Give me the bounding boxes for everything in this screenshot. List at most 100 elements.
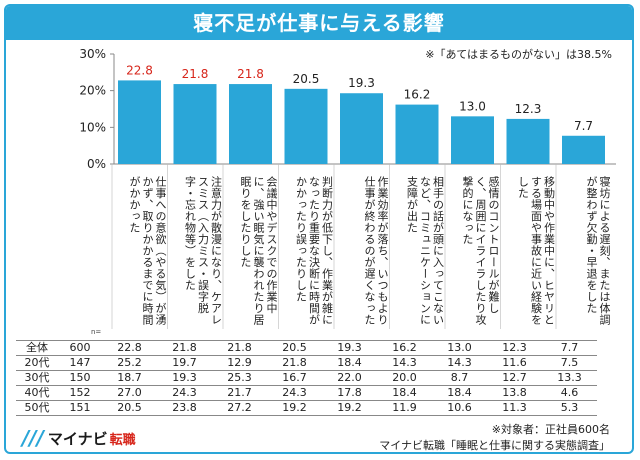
category-label: 会議中やデスクでの作業中に、強い眠気に襲われたり居眠りをしたりした xyxy=(239,176,278,326)
logo: /// マイナビ 転職 xyxy=(22,426,136,450)
table-row: 40代 152 27.0 24.3 21.7 24.3 17.8 18.4 18.4 13.8 4.… xyxy=(16,385,597,401)
bar-value-label: 19.3 xyxy=(348,76,375,90)
table-cell: 16.2 xyxy=(377,340,432,356)
row-n: 152 xyxy=(58,385,102,401)
table-cell: 18.4 xyxy=(432,385,487,401)
table-cell: 24.3 xyxy=(267,385,322,401)
bar-value-label: 20.5 xyxy=(293,72,320,86)
bar-value-label: 13.0 xyxy=(459,99,486,113)
data-table: 全体 600 22.8 21.8 21.8 20.5 19.3 16.2 13.0 12.3 7.7… xyxy=(16,340,597,416)
table-cell: 20.0 xyxy=(377,370,432,386)
category-label: 仕事への意欲（やる気）が湧かず、取りかかるまでに時間がかかった xyxy=(128,176,167,326)
table-cell: 11.6 xyxy=(487,355,542,371)
logo-mark: /// xyxy=(22,426,44,450)
category-label: 移動中や作業中に、ヒヤリとする場面や事故に近い経験をした xyxy=(516,176,556,326)
table-cell: 7.5 xyxy=(542,355,597,371)
table-cell: 25.3 xyxy=(212,370,267,386)
table-cell: 7.7 xyxy=(542,340,597,356)
table-cell: 18.4 xyxy=(322,355,377,371)
category-label: 寝坊による遅刻、または体調が整わず欠勤・早退をした xyxy=(585,176,611,326)
table-cell: 18.7 xyxy=(102,370,157,386)
table-cell: 13.8 xyxy=(487,385,542,401)
row-n: 151 xyxy=(58,400,102,416)
row-n: 600 xyxy=(58,340,102,356)
category-label: 作業効率が落ち、いつもより仕事が終わるのが遅くなった xyxy=(363,176,389,326)
y-tick-label: 0% xyxy=(87,157,106,171)
bar xyxy=(118,80,161,164)
bar xyxy=(284,88,328,164)
category-label: 注意力が散漫になり、ケアレスミス（入力ミス・誤字脱字・忘れ物等）をした xyxy=(183,176,223,326)
chart-frame: 寝不足が仕事に与える影響 ※「あてはまるものがない」は38.5% 0% 10% 20… xyxy=(4,4,634,454)
table-cell: 12.7 xyxy=(487,370,542,386)
table-cell: 21.7 xyxy=(212,385,267,401)
table-cell: 19.7 xyxy=(157,355,212,371)
table-cell: 25.2 xyxy=(102,355,157,371)
logo-sub: 転職 xyxy=(109,432,136,448)
table-cell: 21.8 xyxy=(157,340,212,356)
table-row: 全体 600 22.8 21.8 21.8 20.5 19.3 16.2 13.0 12.3 7.7 xyxy=(16,340,597,356)
table-cell: 21.8 xyxy=(212,340,267,356)
table-cell: 19.2 xyxy=(322,400,377,416)
row-label: 全体 xyxy=(16,340,58,356)
bar-value-label: 7.7 xyxy=(574,119,593,133)
bar-value-label: 21.8 xyxy=(182,67,209,81)
table-row: 20代 147 25.2 19.7 12.9 21.8 18.4 14.3 14.3 11.6 7.… xyxy=(16,355,597,371)
table-cell: 12.3 xyxy=(487,340,542,356)
bar xyxy=(340,93,383,164)
row-label: 20代 xyxy=(16,355,58,371)
bar-value-label: 21.8 xyxy=(237,67,264,81)
bar xyxy=(395,104,439,164)
table-row: 50代 151 20.5 23.8 27.2 19.2 19.2 11.9 10.6 11.3 5.… xyxy=(16,400,597,416)
table-cell: 13.3 xyxy=(542,370,597,386)
bar-chart: 0% 10% 20% 30% 22.8 21.8 21.8 20.5 19.3 16.2 13.0 1… xyxy=(79,47,616,329)
table-cell: 5.3 xyxy=(542,400,597,416)
chart-title: 寝不足が仕事に与える影響 xyxy=(6,6,632,40)
table-cell: 22.0 xyxy=(322,370,377,386)
table-cell: 13.0 xyxy=(432,340,487,356)
table-cell: 8.7 xyxy=(432,370,487,386)
row-label: 40代 xyxy=(16,385,58,401)
y-tick-label: 10% xyxy=(79,120,106,134)
bar xyxy=(229,84,272,164)
bar xyxy=(173,84,217,164)
table-cell: 19.3 xyxy=(157,370,212,386)
bar xyxy=(451,116,494,164)
category-label: 相手の話が頭に入ってこないなど、コミュニケーションに支障が出た xyxy=(405,176,445,326)
table-cell: 18.4 xyxy=(377,385,432,401)
bar xyxy=(506,118,550,164)
table-cell: 11.3 xyxy=(487,400,542,416)
category-label: 感情のコントロールが難しく、周囲にイライラしたり攻撃的になった xyxy=(461,176,500,326)
table-cell: 21.8 xyxy=(267,355,322,371)
footer-note: ※対象者：正社員600名 xyxy=(491,423,610,436)
row-label: 50代 xyxy=(16,400,58,416)
table-cell: 20.5 xyxy=(267,340,322,356)
category-label: 判断力が低下し、作業が雑になったり重要な決断に時間がかかったり誤ったりした xyxy=(294,176,334,326)
y-tick-label: 20% xyxy=(79,84,106,98)
table-cell: 4.6 xyxy=(542,385,597,401)
table-cell: 24.3 xyxy=(157,385,212,401)
table-cell: 23.8 xyxy=(157,400,212,416)
table-cell: 16.7 xyxy=(267,370,322,386)
row-n: 150 xyxy=(58,370,102,386)
bar-value-label: 22.8 xyxy=(126,63,153,77)
table-cell: 14.3 xyxy=(377,355,432,371)
row-n: 147 xyxy=(58,355,102,371)
table-cell: 19.3 xyxy=(322,340,377,356)
table-cell: 22.8 xyxy=(102,340,157,356)
table-cell: 17.8 xyxy=(322,385,377,401)
logo-name: マイナビ xyxy=(47,429,108,448)
n-header: n= xyxy=(91,328,102,336)
bar xyxy=(562,135,605,164)
table-cell: 11.9 xyxy=(377,400,432,416)
table-cell: 10.6 xyxy=(432,400,487,416)
bar-value-label: 12.3 xyxy=(515,102,542,116)
table-cell: 27.0 xyxy=(102,385,157,401)
table-cell: 20.5 xyxy=(102,400,157,416)
footer-source: マイナビ転職「睡眠と仕事に関する実態調査」 xyxy=(379,439,610,452)
table-cell: 14.3 xyxy=(432,355,487,371)
note-top: ※「あてはまるものがない」は38.5% xyxy=(425,48,612,61)
y-tick-label: 30% xyxy=(79,47,106,61)
table-row: 30代 150 18.7 19.3 25.3 16.7 22.0 20.0 8.7 12.7 13.… xyxy=(16,370,597,386)
bar-value-label: 16.2 xyxy=(404,88,431,102)
table-cell: 19.2 xyxy=(267,400,322,416)
